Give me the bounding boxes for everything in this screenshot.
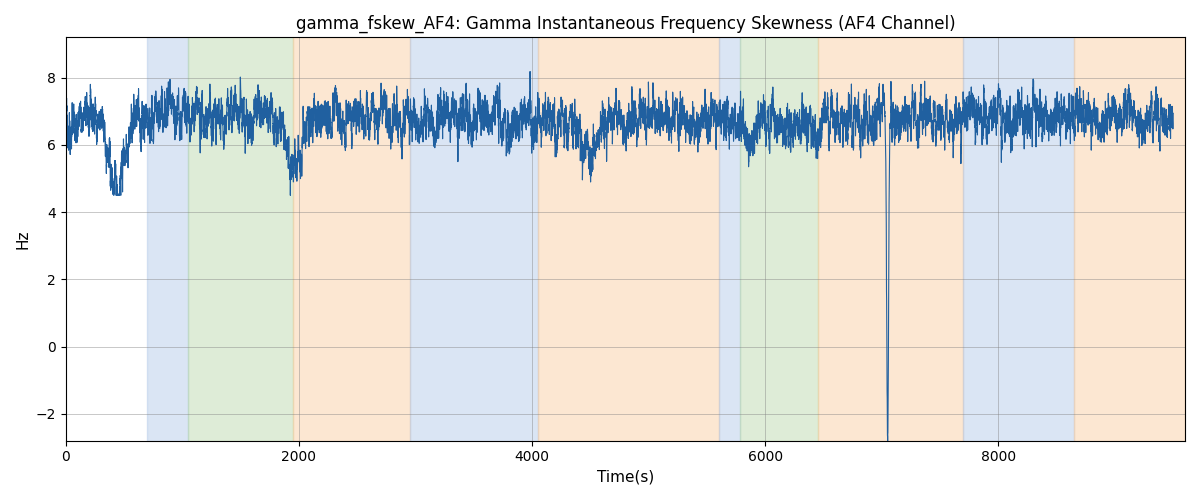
Bar <box>964 38 1074 440</box>
Title: gamma_fskew_AF4: Gamma Instantaneous Frequency Skewness (AF4 Channel): gamma_fskew_AF4: Gamma Instantaneous Fre… <box>295 15 955 34</box>
Bar <box>1074 38 1186 440</box>
Bar <box>739 38 817 440</box>
Bar <box>148 38 188 440</box>
Y-axis label: Hz: Hz <box>16 230 30 249</box>
Bar <box>538 38 719 440</box>
X-axis label: Time(s): Time(s) <box>596 470 654 485</box>
Bar <box>293 38 409 440</box>
Bar <box>719 38 739 440</box>
Bar <box>409 38 538 440</box>
Bar <box>188 38 293 440</box>
Bar <box>817 38 964 440</box>
